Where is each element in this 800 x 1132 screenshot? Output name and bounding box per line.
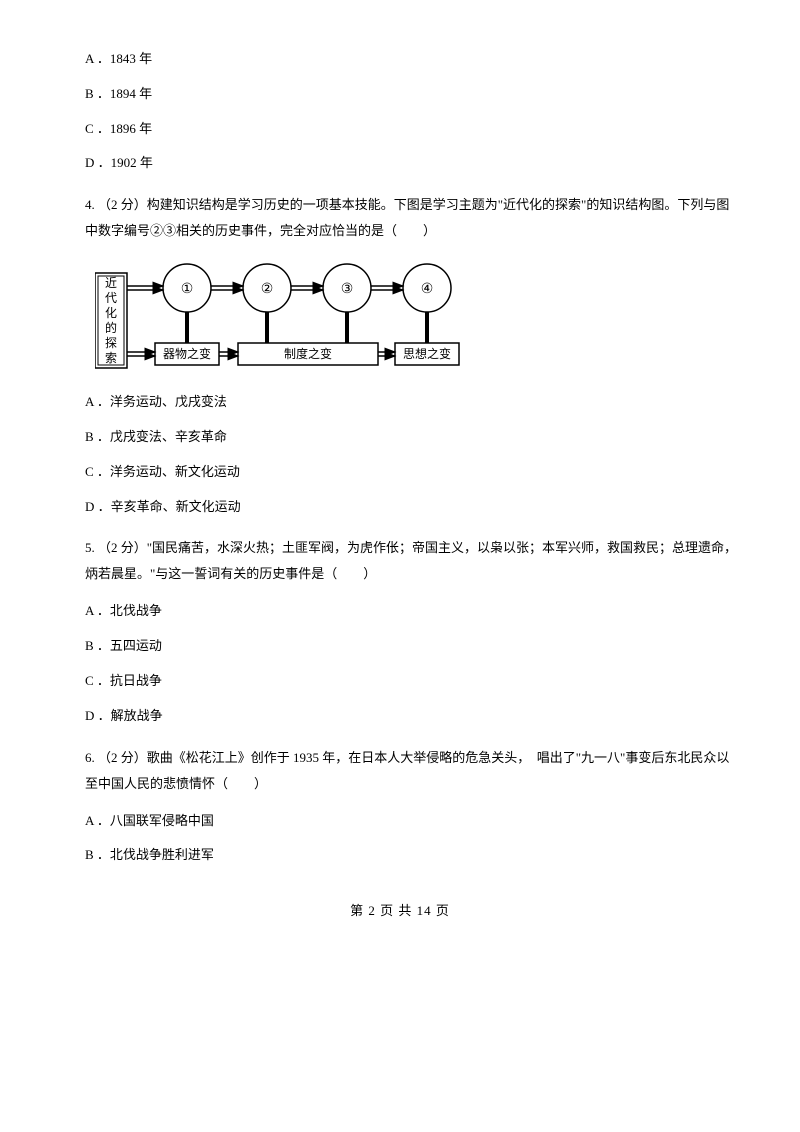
q3-option-b[interactable]: B ．1894 年 bbox=[85, 84, 740, 105]
q5-option-d[interactable]: D ．解放战争 bbox=[85, 706, 740, 727]
q4-stem: 4. （2 分）构建知识结构是学习历史的一项基本技能。下图是学习主题为"近代化的… bbox=[85, 192, 740, 244]
q4-option-d[interactable]: D ．辛亥革命、新文化运动 bbox=[85, 497, 740, 518]
q5-option-c[interactable]: C ．抗日战争 bbox=[85, 671, 740, 692]
svg-text:①: ① bbox=[181, 282, 194, 297]
q5-stem: 5. （2 分）"国民痛苦，水深火热；土匪军阀，为虎作伥；帝国主义，以枭以张；本… bbox=[85, 535, 740, 587]
q4-option-b-text: B ．戊戌变法、辛亥革命 bbox=[85, 429, 227, 444]
page-number: 第 2 页 共 14 页 bbox=[350, 903, 450, 918]
q5-option-b[interactable]: B ．五四运动 bbox=[85, 636, 740, 657]
q6-option-b-text: B ．北伐战争胜利进军 bbox=[85, 847, 214, 862]
q4-option-b[interactable]: B ．戊戌变法、辛亥革命 bbox=[85, 427, 740, 448]
svg-text:器物之变: 器物之变 bbox=[163, 346, 211, 361]
q4-option-d-text: D ．辛亥革命、新文化运动 bbox=[85, 499, 241, 514]
q4-option-a[interactable]: A ．洋务运动、戊戌变法 bbox=[85, 392, 740, 413]
q3-option-a-text: A ．1843 年 bbox=[85, 51, 152, 66]
q3-option-a[interactable]: A ．1843 年 bbox=[85, 49, 740, 70]
svg-text:代: 代 bbox=[105, 291, 117, 305]
q4-option-a-text: A ．洋务运动、戊戌变法 bbox=[85, 394, 227, 409]
svg-text:②: ② bbox=[261, 282, 274, 297]
q4-option-c-text: C ．洋务运动、新文化运动 bbox=[85, 464, 240, 479]
q4-stem-text: 4. （2 分）构建知识结构是学习历史的一项基本技能。下图是学习主题为"近代化的… bbox=[85, 197, 729, 238]
q3-option-c[interactable]: C ．1896 年 bbox=[85, 119, 740, 140]
svg-text:化: 化 bbox=[105, 306, 117, 320]
q5-option-d-text: D ．解放战争 bbox=[85, 708, 163, 723]
svg-text:思想之变: 思想之变 bbox=[403, 346, 451, 361]
svg-text:近: 近 bbox=[105, 276, 117, 290]
svg-text:的: 的 bbox=[105, 320, 117, 335]
flowchart-svg: 近代化的探索 ① ② ③ ④ 器物之变 制度之变 思想之变 bbox=[95, 258, 485, 378]
q6-stem-text: 6. （2 分）歌曲《松花江上》创作于 1935 年，在日本人大举侵略的危急关头… bbox=[85, 750, 729, 791]
q6-option-a-text: A ．八国联军侵略中国 bbox=[85, 813, 214, 828]
q3-option-c-text: C ．1896 年 bbox=[85, 121, 152, 136]
page-footer: 第 2 页 共 14 页 bbox=[60, 901, 740, 922]
q3-option-d[interactable]: D ．1902 年 bbox=[85, 153, 740, 174]
q5-option-a[interactable]: A ．北伐战争 bbox=[85, 601, 740, 622]
svg-text:③: ③ bbox=[341, 282, 354, 297]
q6-stem: 6. （2 分）歌曲《松花江上》创作于 1935 年，在日本人大举侵略的危急关头… bbox=[85, 745, 740, 797]
svg-text:探: 探 bbox=[105, 336, 117, 350]
q6-option-b[interactable]: B ．北伐战争胜利进军 bbox=[85, 845, 740, 866]
q3-option-b-text: B ．1894 年 bbox=[85, 86, 152, 101]
svg-text:制度之变: 制度之变 bbox=[284, 346, 332, 361]
q6-option-a[interactable]: A ．八国联军侵略中国 bbox=[85, 811, 740, 832]
q5-stem-text: 5. （2 分）"国民痛苦，水深火热；土匪军阀，为虎作伥；帝国主义，以枭以张；本… bbox=[85, 540, 737, 581]
q5-option-a-text: A ．北伐战争 bbox=[85, 603, 162, 618]
q4-option-c[interactable]: C ．洋务运动、新文化运动 bbox=[85, 462, 740, 483]
q4-diagram: 近代化的探索 ① ② ③ ④ 器物之变 制度之变 思想之变 bbox=[95, 258, 740, 378]
q3-option-d-text: D ．1902 年 bbox=[85, 155, 153, 170]
q5-option-b-text: B ．五四运动 bbox=[85, 638, 162, 653]
q5-option-c-text: C ．抗日战争 bbox=[85, 673, 162, 688]
svg-text:索: 索 bbox=[105, 351, 117, 365]
svg-text:④: ④ bbox=[421, 282, 434, 297]
